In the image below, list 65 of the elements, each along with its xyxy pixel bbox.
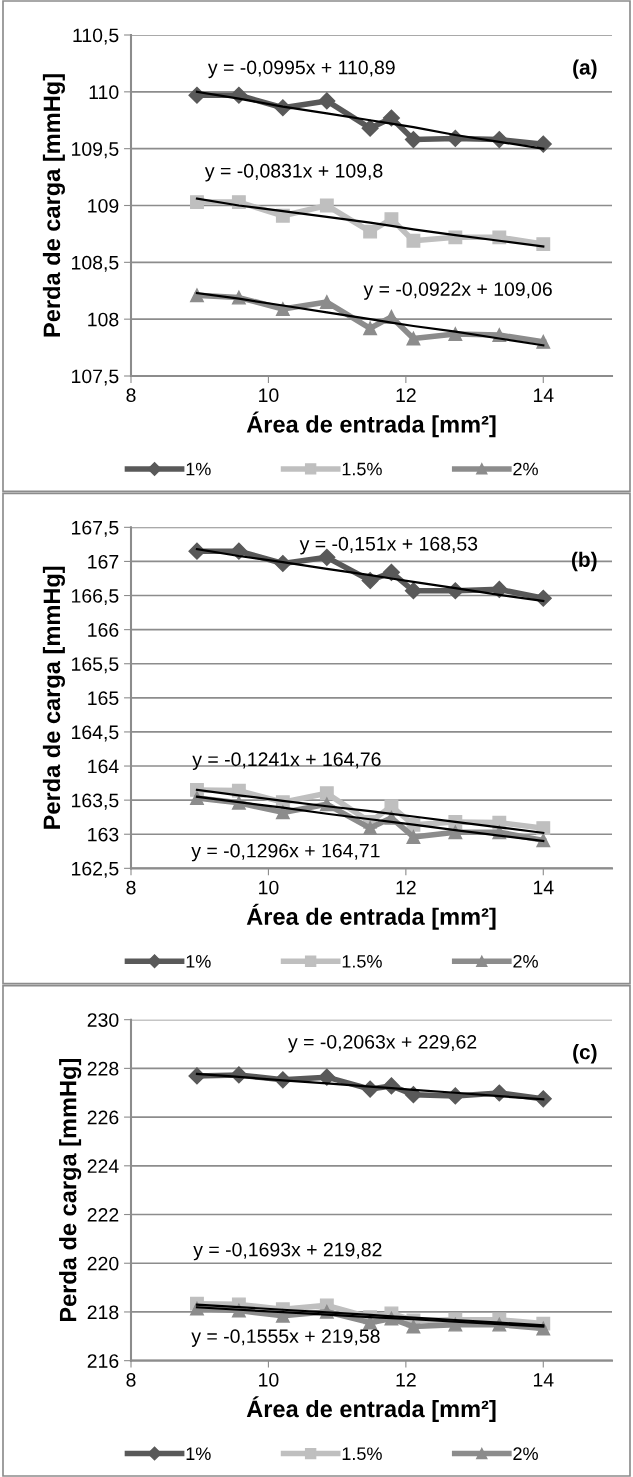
- y-tick-label: 165,5: [72, 657, 119, 674]
- x-tick-label: 8: [126, 1372, 136, 1387]
- annotation: y = -0,1693x + 219,82: [193, 1242, 382, 1261]
- legend-label: 1%: [186, 462, 211, 476]
- x-tick-label: 10: [259, 880, 279, 895]
- y-tick-label: 166,5: [72, 589, 119, 606]
- y-tick-label: 164: [88, 759, 119, 774]
- x-tick-label: 12: [396, 880, 416, 895]
- x-axis-title: Área de entrada [mm²]: [246, 1396, 496, 1422]
- y-tick-label: 228: [87, 1061, 119, 1076]
- legend-label: 2%: [513, 1447, 538, 1461]
- x-tick-label: 12: [396, 1372, 416, 1387]
- legend-label: 1%: [186, 1447, 211, 1461]
- x-tick-label: 14: [533, 388, 554, 402]
- annotation: y = -0,2063x + 229,62: [288, 1034, 477, 1053]
- x-tick-label: 12: [396, 388, 416, 402]
- y-tick-label: 162,5: [72, 861, 119, 878]
- y-tick-label: 109,5: [72, 142, 119, 159]
- y-tick-label: 224: [87, 1159, 119, 1173]
- y-tick-label: 230: [87, 1013, 119, 1027]
- legend-label: 1.5%: [342, 462, 382, 476]
- x-tick-label: 10: [259, 1372, 279, 1387]
- y-tick-label: 107,5: [72, 369, 119, 386]
- annotation: (b): [572, 551, 597, 572]
- x-tick-label: 14: [533, 880, 554, 895]
- annotation: y = -0,1241x + 164,76: [192, 752, 381, 770]
- annotation: y = -0,151x + 168,53: [299, 536, 478, 555]
- y-tick-label: 166: [88, 623, 119, 637]
- annotation: y = -0,0922x + 109,06: [363, 282, 552, 300]
- y-tick-label: 108,5: [72, 255, 119, 272]
- annotation: y = -0,0831x + 109,8: [204, 163, 383, 182]
- legend-label: 1.5%: [342, 955, 382, 968]
- y-tick-label: 109: [88, 198, 119, 213]
- y-axis-title: Perda de carga [mmHg]: [42, 566, 65, 829]
- x-tick-label: 8: [126, 880, 136, 895]
- legend-label: 2%: [513, 954, 538, 968]
- y-tick-label: 165: [88, 691, 119, 706]
- y-tick-label: 110,5: [73, 28, 119, 45]
- y-tick-label: 164,5: [72, 725, 119, 742]
- y-tick-label: 163: [88, 827, 119, 842]
- x-tick-label: 10: [259, 388, 279, 403]
- annotation: y = -0,1296x + 164,71: [191, 843, 380, 862]
- y-tick-label: 163,5: [72, 793, 119, 810]
- annotation: (c): [573, 1044, 597, 1064]
- y-tick-label: 167: [88, 554, 119, 569]
- y-axis-title: Perda de carga [mmHg]: [59, 1058, 82, 1322]
- y-axis-title: Perda de carga [mmHg]: [42, 74, 65, 337]
- annotation: y = -0,1555x + 219,58: [191, 1329, 380, 1347]
- legend-label: 1.5%: [342, 1447, 382, 1461]
- x-axis-title: Área de entrada [mm²]: [246, 411, 496, 438]
- y-tick-label: 108: [88, 312, 119, 327]
- y-tick-label: 222: [87, 1207, 119, 1222]
- annotation: (a): [573, 59, 597, 79]
- y-tick-label: 110: [89, 85, 119, 100]
- y-tick-label: 218: [87, 1305, 119, 1320]
- y-tick-label: 226: [87, 1110, 119, 1125]
- y-tick-label: 216: [87, 1354, 119, 1368]
- legend-label: 1%: [186, 955, 211, 968]
- x-tick-label: 14: [533, 1373, 554, 1387]
- x-axis-title: Área de entrada [mm²]: [246, 903, 496, 930]
- annotation: y = -0,0995x + 110,89: [207, 60, 395, 79]
- legend-label: 2%: [513, 462, 538, 476]
- y-tick-label: 220: [87, 1256, 119, 1271]
- x-tick-label: 8: [126, 388, 136, 403]
- y-tick-label: 167,5: [72, 520, 119, 537]
